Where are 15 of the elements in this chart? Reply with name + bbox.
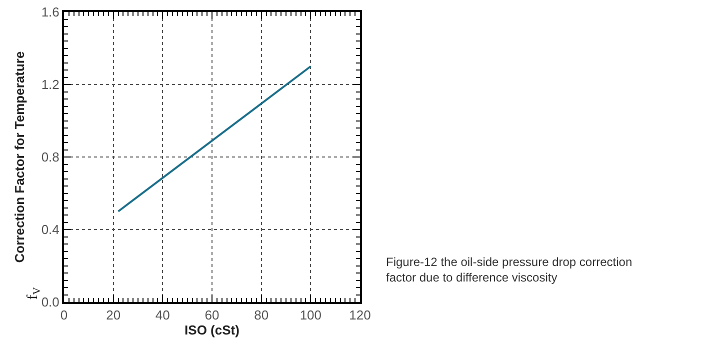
y-axis-title: Correction Factor for Temperature	[12, 51, 27, 263]
x-tick-label: 40	[155, 308, 170, 323]
x-tick-label: 0	[60, 308, 68, 323]
x-tick-label: 120	[349, 308, 371, 323]
x-tick-label: 100	[300, 308, 322, 323]
x-tick-label: 60	[204, 308, 220, 323]
y-tick-label: 0.4	[41, 222, 60, 238]
y-tick-label: 1.2	[41, 77, 60, 92]
text: Figure-12 the oil-side pressure drop correction factor due to difference viscosity	[386, 255, 632, 285]
y-tick-label: 0.8	[41, 150, 60, 165]
y-tick-label: 1.6	[41, 4, 60, 20]
y-tick-label: 0.0	[41, 294, 60, 310]
x-tick-label: 80	[254, 308, 269, 323]
x-tick-label: 20	[106, 308, 121, 323]
x-axis-title: ISO (cSt)	[184, 322, 240, 338]
